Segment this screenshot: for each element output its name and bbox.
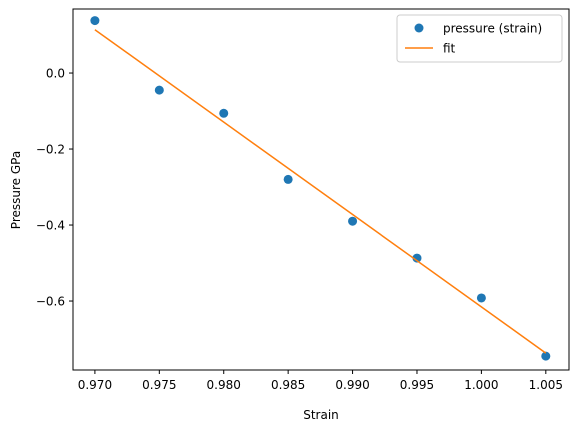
data-point [90,16,100,26]
data-point [348,216,358,226]
data-point [541,351,551,361]
legend-label-fit: fit [443,42,456,56]
data-point [154,85,164,95]
y-axis: 0.0 −0.2 −0.4 −0.6 [36,67,73,309]
x-tick-label: 0.985 [271,378,305,392]
x-tick-label: 0.970 [78,378,112,392]
x-tick-label: 0.990 [335,378,369,392]
x-axis: 0.970 0.975 0.980 0.985 0.990 0.995 1.000 1.005 [78,370,563,392]
data-point [219,108,229,118]
legend-marker-pressure [414,23,424,33]
y-tick-label: −0.4 [36,219,65,233]
x-tick-label: 0.980 [207,378,241,392]
fit-line [94,29,547,354]
y-tick-label: −0.2 [36,143,65,157]
y-tick-label: 0.0 [46,67,65,81]
x-axis-label: Strain [303,408,339,422]
data-point [412,253,422,263]
y-axis-label: Pressure GPa [9,151,23,229]
x-tick-label: 0.975 [142,378,176,392]
plot-area [90,16,551,361]
x-tick-label: 0.995 [400,378,434,392]
data-point [476,293,486,303]
y-tick-label: −0.6 [36,295,65,309]
x-tick-label: 1.000 [464,378,498,392]
axes-frame [72,8,570,371]
legend: pressure (strain) fit [396,14,563,63]
x-tick-label: 1.005 [529,378,563,392]
legend-box [396,14,563,63]
data-point [283,174,293,184]
legend-label-pressure: pressure (strain) [443,22,542,36]
